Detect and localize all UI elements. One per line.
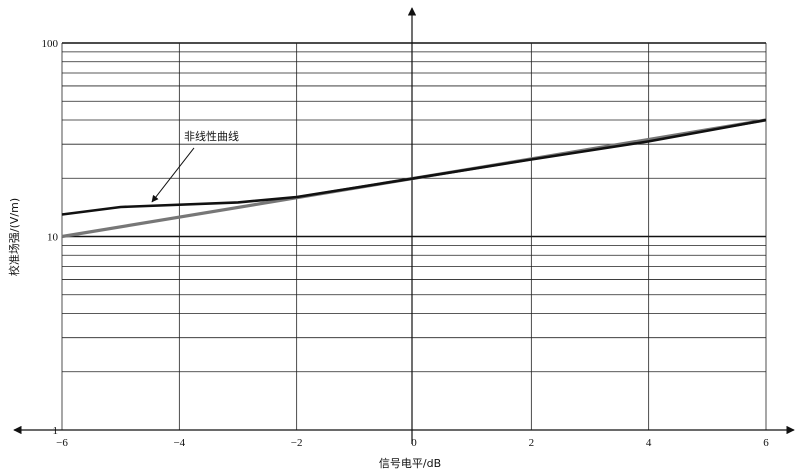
x-axis-title: 信号电平/dB (379, 457, 441, 470)
y-tick-label: 10 (47, 232, 59, 244)
annotation-label: 非线性曲线 (184, 129, 239, 143)
nonlinear-series-line (61, 118, 767, 216)
x-tick-label: −2 (291, 437, 303, 449)
x-tick-label: 2 (529, 437, 535, 449)
x-tick-label: 0 (411, 437, 417, 449)
x-tick-label: 6 (763, 437, 769, 449)
x-tick-label: 4 (646, 437, 652, 449)
x-tick-labels: −6 −4 −2 0 2 4 6 (56, 437, 769, 449)
y-tick-labels: 1 10 100 (42, 38, 59, 437)
annotation-arrow (151, 147, 195, 203)
y-tick-label: 1 (53, 425, 59, 437)
y-axis-title: 校准场强/(V/m) (7, 198, 21, 276)
grid (61, 42, 767, 430)
x-tick-label: −4 (173, 437, 185, 449)
y-tick-label: 100 (42, 38, 59, 50)
series-group (61, 118, 767, 239)
x-tick-label: −6 (56, 437, 68, 449)
